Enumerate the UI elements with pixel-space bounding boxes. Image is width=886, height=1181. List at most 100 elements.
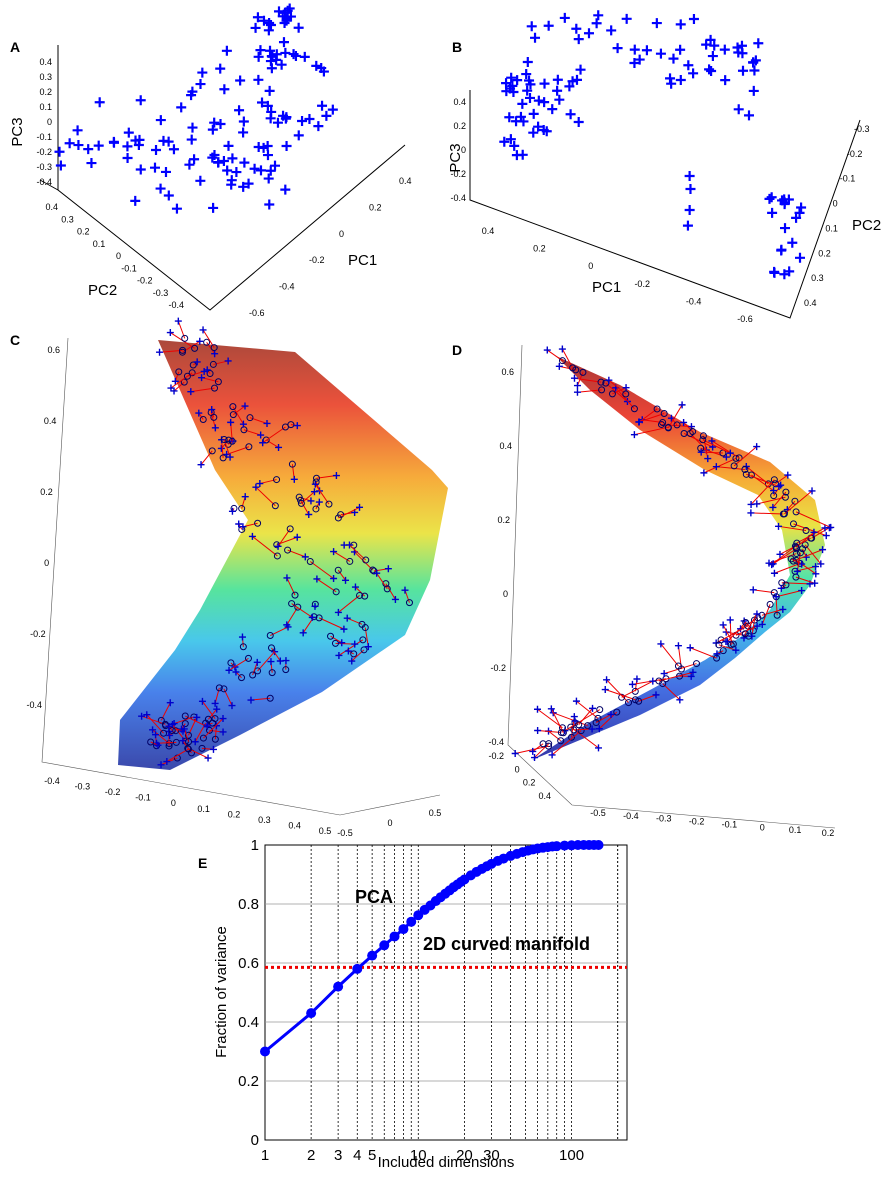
data-point bbox=[168, 144, 179, 155]
manifold-point bbox=[181, 334, 189, 342]
panel-c-axes bbox=[41, 337, 441, 816]
data-point bbox=[704, 455, 712, 463]
panel-d-label: D bbox=[452, 342, 462, 358]
manifold-point bbox=[356, 591, 364, 599]
pc1-tick-label: -0.4 bbox=[686, 296, 702, 306]
data-point bbox=[213, 157, 224, 168]
manifold-point bbox=[286, 525, 294, 533]
pc2-tick-label: 0 bbox=[116, 251, 121, 261]
data-point bbox=[607, 711, 615, 719]
manifold-point bbox=[750, 616, 758, 624]
panel-e-series bbox=[260, 840, 627, 1057]
manifold-point bbox=[699, 432, 707, 440]
manifold-point bbox=[405, 599, 413, 607]
residual-line bbox=[634, 426, 669, 436]
manifold-point bbox=[361, 624, 369, 632]
pca-marker bbox=[398, 924, 409, 935]
residual-line bbox=[255, 486, 276, 507]
data-point bbox=[151, 144, 162, 155]
residual-line bbox=[265, 439, 279, 448]
manifold-point bbox=[294, 603, 302, 611]
pc2-tick-label: -0.1 bbox=[840, 174, 856, 184]
manifold-point bbox=[228, 437, 236, 445]
manifold-point bbox=[608, 390, 616, 398]
data-point bbox=[250, 22, 261, 33]
data-point bbox=[748, 57, 759, 68]
pca-annotation: PCA bbox=[355, 887, 393, 907]
panel-c-residuals bbox=[138, 317, 413, 769]
pca-marker bbox=[352, 963, 363, 974]
manifold-point bbox=[179, 346, 187, 354]
pc3-tick-label: 0.2 bbox=[453, 121, 466, 131]
data-point bbox=[243, 178, 254, 189]
residual-line bbox=[729, 619, 732, 645]
data-point bbox=[253, 51, 264, 62]
data-point bbox=[628, 680, 636, 688]
residual-line bbox=[550, 708, 564, 733]
data-point bbox=[227, 418, 235, 426]
z-tick-label: 0 bbox=[44, 558, 49, 568]
data-point bbox=[808, 487, 816, 495]
data-point bbox=[688, 68, 699, 79]
residual-line bbox=[660, 643, 679, 667]
residual-line bbox=[338, 506, 360, 519]
residual-line bbox=[183, 728, 190, 742]
pca-marker bbox=[406, 916, 417, 927]
residual-line bbox=[570, 726, 599, 749]
data-point bbox=[327, 104, 338, 115]
residual-line bbox=[786, 500, 796, 510]
data-point bbox=[340, 625, 348, 633]
data-point bbox=[138, 712, 146, 720]
manifold-point bbox=[332, 588, 340, 596]
pc1-tick-label: -0.2 bbox=[634, 279, 650, 289]
data-point bbox=[764, 193, 775, 204]
data-point bbox=[226, 175, 237, 186]
data-point bbox=[719, 621, 727, 629]
data-point bbox=[676, 696, 684, 704]
panel-e-x-ticks: 1 2 3 4 5 10 20 30 100 bbox=[261, 1147, 584, 1164]
pca-marker bbox=[389, 931, 400, 942]
residual-line bbox=[577, 372, 584, 386]
panel-e-grid bbox=[265, 845, 627, 1140]
data-point bbox=[238, 116, 249, 127]
panel-a-points bbox=[54, 3, 338, 214]
manifold-point bbox=[189, 361, 197, 369]
x-tick-label: 0.1 bbox=[789, 825, 802, 835]
manifold-point bbox=[288, 600, 296, 608]
data-point bbox=[199, 326, 207, 334]
data-point bbox=[219, 84, 230, 95]
data-point bbox=[273, 6, 284, 17]
manifold-point bbox=[306, 557, 314, 565]
manifold-point bbox=[741, 630, 749, 638]
data-point bbox=[526, 21, 537, 32]
data-point bbox=[351, 640, 359, 648]
data-point bbox=[234, 105, 245, 116]
data-point bbox=[748, 85, 759, 96]
pc2-tick-label: 0.1 bbox=[93, 239, 106, 249]
y-tick-label: 0.5 bbox=[429, 808, 442, 818]
data-point bbox=[348, 657, 356, 665]
data-point bbox=[649, 677, 657, 685]
data-point bbox=[330, 548, 338, 556]
data-point bbox=[810, 528, 818, 536]
manifold-point bbox=[659, 419, 667, 427]
pc1-tick-label: 0 bbox=[588, 261, 593, 271]
data-point bbox=[748, 632, 756, 640]
manifold-point bbox=[730, 462, 738, 470]
data-point bbox=[533, 121, 544, 132]
data-point bbox=[529, 747, 537, 755]
manifold-point bbox=[782, 488, 790, 496]
residual-line bbox=[206, 342, 216, 354]
data-point bbox=[713, 650, 721, 658]
data-point bbox=[719, 44, 730, 55]
residual-line bbox=[203, 718, 224, 739]
manifold-point bbox=[229, 411, 237, 419]
data-point bbox=[629, 44, 640, 55]
panel-a-axes bbox=[57, 45, 406, 311]
data-point bbox=[675, 75, 686, 86]
data-point bbox=[166, 699, 174, 707]
data-point bbox=[384, 565, 392, 573]
x-tick-label: 100 bbox=[559, 1147, 584, 1164]
data-point bbox=[812, 563, 820, 571]
data-point bbox=[775, 483, 783, 491]
